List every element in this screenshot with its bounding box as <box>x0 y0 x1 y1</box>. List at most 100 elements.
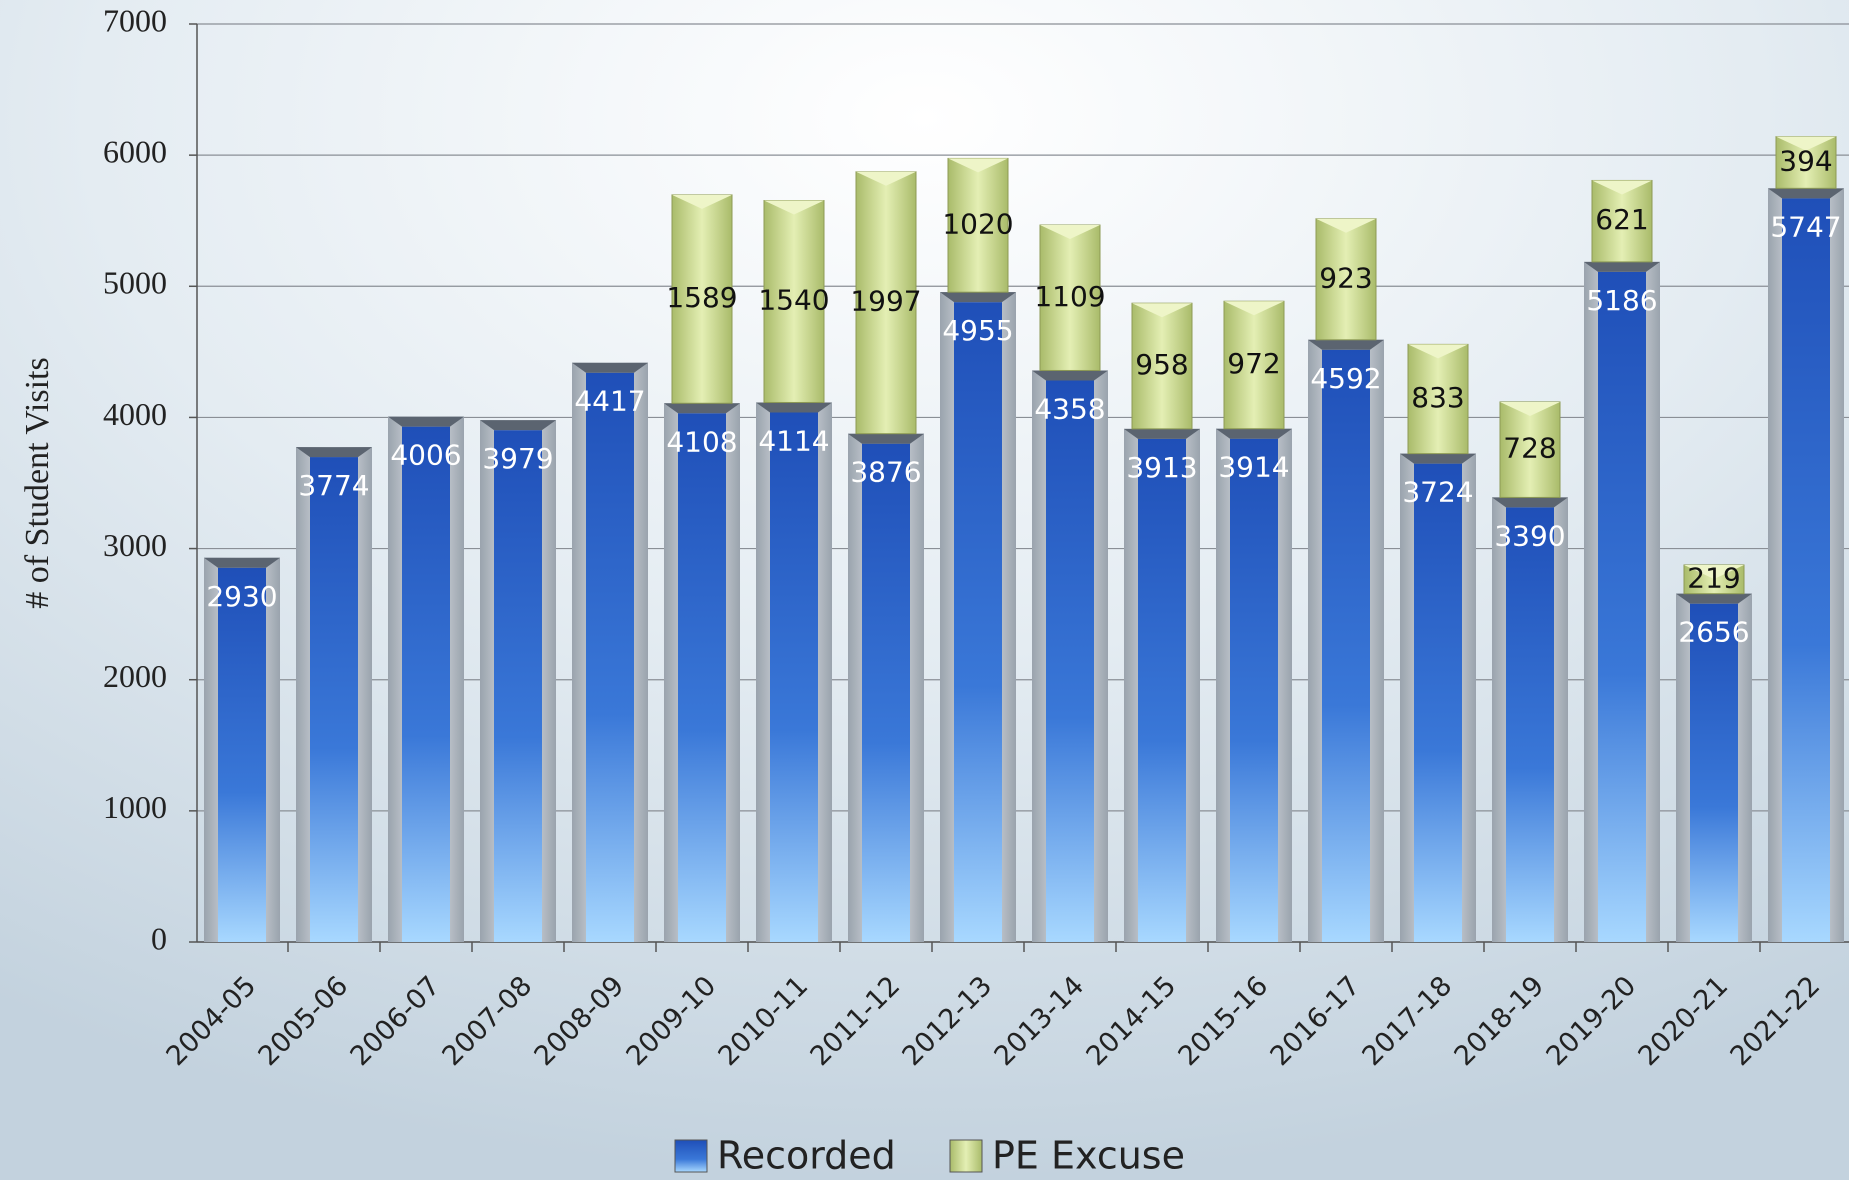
value-label: 728 <box>1503 432 1556 465</box>
bar-cap <box>856 171 916 186</box>
legend-label: Recorded <box>717 1134 896 1178</box>
value-label: 4358 <box>1034 392 1105 425</box>
value-label: 3876 <box>850 456 921 489</box>
bar-cap <box>296 447 372 458</box>
legend-swatch <box>674 1139 708 1173</box>
bar-cap <box>1408 344 1468 359</box>
bar-cap <box>1768 188 1844 199</box>
bar-cap <box>1500 401 1560 416</box>
bar-cap <box>1216 428 1292 439</box>
value-label: 1997 <box>850 285 921 318</box>
bar <box>1131 302 1193 430</box>
value-label: 3914 <box>1218 451 1289 484</box>
bar-cap <box>1308 339 1384 350</box>
bar <box>1414 463 1462 942</box>
bar-cap <box>1316 218 1376 233</box>
value-label: 958 <box>1135 348 1188 381</box>
bar <box>947 157 1009 293</box>
bar <box>586 372 634 942</box>
bar <box>1230 438 1278 942</box>
bar-cap <box>664 403 740 414</box>
value-label: 219 <box>1687 561 1740 594</box>
bar <box>310 457 358 942</box>
bar <box>678 413 726 942</box>
value-label: 3724 <box>1402 476 1473 509</box>
y-tick-label: 6000 <box>103 133 167 169</box>
bar <box>1315 218 1377 341</box>
bar-cap <box>1684 564 1744 579</box>
bar <box>855 171 917 435</box>
y-tick-label: 5000 <box>103 265 167 301</box>
bar-cap <box>1040 225 1100 240</box>
value-label: 1589 <box>666 281 737 314</box>
bar-cap <box>1124 428 1200 439</box>
value-label: 4114 <box>758 424 829 457</box>
y-tick-label: 7000 <box>103 2 167 38</box>
bar-cap <box>848 433 924 444</box>
bar <box>954 302 1002 942</box>
legend-label: PE Excuse <box>992 1134 1185 1178</box>
value-label: 923 <box>1319 261 1372 294</box>
value-label: 1109 <box>1034 280 1105 313</box>
bar-cap <box>1032 370 1108 381</box>
value-label: 833 <box>1411 381 1464 414</box>
bar-cap <box>204 557 280 568</box>
value-label: 3979 <box>482 442 553 475</box>
bar-cap <box>1400 453 1476 464</box>
bar <box>770 412 818 942</box>
value-label: 4592 <box>1310 362 1381 395</box>
bar <box>1039 224 1101 371</box>
bar <box>1782 198 1830 942</box>
value-label: 394 <box>1779 144 1832 177</box>
y-tick-label: 3000 <box>103 527 167 563</box>
value-label: 1020 <box>942 207 1013 240</box>
bar <box>494 430 542 942</box>
value-label: 4417 <box>574 385 645 418</box>
bar-cap <box>1584 261 1660 272</box>
value-label: 1540 <box>758 283 829 316</box>
bar <box>218 567 266 942</box>
y-tick-label: 4000 <box>103 396 167 432</box>
bar-cap <box>1492 497 1568 508</box>
value-label: 4955 <box>942 314 1013 347</box>
bar-cap <box>1224 301 1284 316</box>
bar-cap <box>1592 180 1652 195</box>
y-tick-label: 2000 <box>103 658 167 694</box>
bar-cap <box>572 362 648 373</box>
value-label: 4108 <box>666 425 737 458</box>
value-label: 5186 <box>1586 284 1657 317</box>
value-label: 3913 <box>1126 451 1197 484</box>
bar-cap <box>1776 136 1836 151</box>
bar <box>402 426 450 942</box>
y-axis-title: # of Student Visits <box>19 357 56 608</box>
value-label: 621 <box>1595 203 1648 236</box>
legend-swatch <box>949 1139 983 1173</box>
y-tick-label: 1000 <box>103 789 167 825</box>
bar <box>1499 401 1561 498</box>
bar-cap <box>1132 303 1192 318</box>
bar-cap <box>480 420 556 431</box>
bar <box>1690 603 1738 942</box>
value-label: 3390 <box>1494 519 1565 552</box>
bar <box>1322 349 1370 942</box>
value-label: 972 <box>1227 347 1280 380</box>
bar-cap <box>388 416 464 427</box>
value-label: 3774 <box>298 469 369 502</box>
bar-cap <box>672 194 732 209</box>
bar-cap <box>940 292 1016 303</box>
y-tick-label: 0 <box>151 920 167 956</box>
value-label: 2930 <box>206 580 277 613</box>
bar <box>1598 271 1646 942</box>
value-label: 5747 <box>1770 210 1841 243</box>
bar <box>1506 507 1554 942</box>
bar <box>763 200 825 403</box>
bar <box>862 443 910 942</box>
value-label: 2656 <box>1678 616 1749 649</box>
bar-cap <box>948 158 1008 173</box>
value-label: 4006 <box>390 439 461 472</box>
bar <box>1138 438 1186 942</box>
bar <box>1407 343 1469 455</box>
bar <box>1046 380 1094 942</box>
